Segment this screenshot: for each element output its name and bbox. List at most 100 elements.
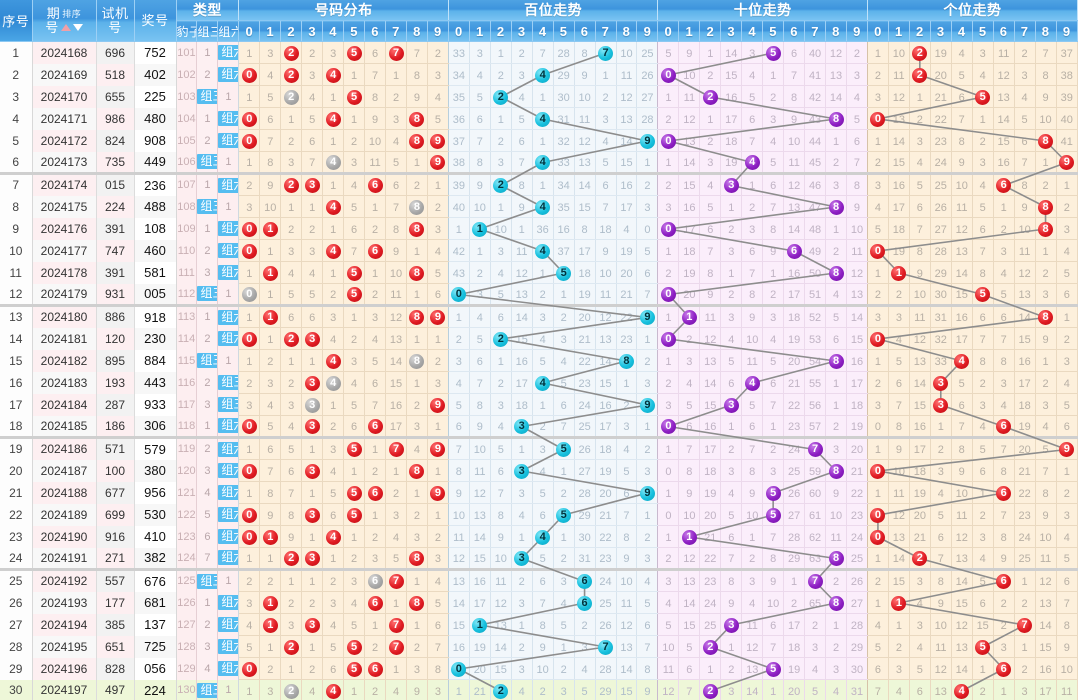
col-header-bai-5[interactable]: 5 [553, 20, 575, 42]
cell-bai-2: 8 [490, 503, 512, 526]
col-header-type-baozi[interactable]: 豹子 [176, 20, 198, 42]
table-row[interactable]: 120241686967521011组六13223567723331272887… [0, 41, 1078, 64]
table-row[interactable]: 1420241811202301142组六0123424131125215432… [0, 327, 1078, 350]
col-header-bai-8[interactable]: 8 [616, 20, 638, 42]
col-header-ge-4[interactable]: 4 [951, 20, 973, 42]
col-header-ge-6[interactable]: 6 [993, 20, 1015, 42]
table-row[interactable]: 220241695184021022组六04234171833442342991… [0, 63, 1078, 86]
col-header-shi-5[interactable]: 5 [762, 20, 785, 42]
table-row[interactable]: 2020241871003801203组六0763412181811634127… [0, 459, 1078, 482]
table-row[interactable]: 1820241851863061181组六0543266173169432725… [0, 415, 1078, 439]
col-header-seq[interactable]: 序号 [0, 0, 33, 42]
col-header-shi-9[interactable]: 9 [846, 20, 868, 42]
table-row[interactable]: 1720241842879331173组三3433157162958318162… [0, 393, 1078, 416]
table-row[interactable]: 1620241831934431162组三2323446151347217452… [0, 371, 1078, 394]
row-sequence: 16 [0, 371, 33, 394]
col-header-dist-9[interactable]: 9 [427, 20, 449, 42]
table-row[interactable]: 302024197497224130组三11324412493121242352… [0, 679, 1078, 700]
cell-bai-6: 13 [574, 151, 596, 175]
miss-count: 7 [371, 399, 379, 412]
table-row[interactable]: 62024173735449106组三118374311519388374331… [0, 151, 1078, 175]
col-header-dist-7[interactable]: 7 [385, 20, 407, 42]
col-header-shi-7[interactable]: 7 [804, 20, 827, 42]
col-header-shi-6[interactable]: 6 [783, 20, 806, 42]
col-header-shi-0[interactable]: 0 [657, 20, 680, 42]
col-header-shi-3[interactable]: 3 [720, 20, 743, 42]
cell-shi-1: 2 [678, 327, 701, 350]
col-header-ge-8[interactable]: 8 [1035, 20, 1057, 42]
table-row[interactable]: 2720241943851371272组六4133451716151131852… [0, 613, 1078, 636]
col-header-shi-2[interactable]: 2 [699, 20, 722, 42]
col-header-prize-number[interactable]: 奖号 [134, 0, 177, 42]
table-row[interactable]: 2320241909164101236组六0191412432111491413… [0, 525, 1078, 548]
cell-dist-4: 5 [322, 635, 345, 658]
cell-bai-6: 24 [574, 393, 596, 416]
table-row[interactable]: 122024179931005112组三10155252111603513211… [0, 283, 1078, 307]
drawn-ball-red: 4 [954, 683, 970, 699]
table-row[interactable]: 720241740152361071组六29231466213992813414… [0, 173, 1078, 196]
col-header-ge-1[interactable]: 1 [888, 20, 910, 42]
sort-ascending-icon[interactable] [60, 24, 71, 31]
cell-bai-7: 17 [595, 415, 617, 439]
col-header-bai-2[interactable]: 2 [490, 20, 512, 42]
miss-count: 2 [895, 289, 902, 301]
table-row[interactable]: 82024175224488108组三131011451782401019435… [0, 195, 1078, 218]
col-header-dist-3[interactable]: 3 [301, 20, 324, 42]
miss-count: 9 [686, 47, 693, 60]
col-header-ge-5[interactable]: 5 [972, 20, 994, 42]
table-row[interactable]: 152024182895884115组三11211435148236116542… [0, 349, 1078, 372]
table-row[interactable]: 520241728249081052组六07261210489377261321… [0, 129, 1078, 152]
col-header-type-zu3[interactable]: 组三 [196, 20, 219, 42]
col-header-bai-1[interactable]: 1 [469, 20, 491, 42]
table-row[interactable]: 2920241968280561294组六0212656138020153102… [0, 657, 1078, 680]
col-header-dist-8[interactable]: 8 [406, 20, 428, 42]
table-row[interactable]: 1120241783915811113组六1144151108543241215… [0, 261, 1078, 284]
cell-ge-5: 5 [972, 569, 994, 592]
table-row[interactable]: 2220241896995301225组六0983651321101384652… [0, 503, 1078, 526]
col-header-bai-4[interactable]: 4 [532, 20, 554, 42]
col-header-dist-0[interactable]: 0 [238, 20, 261, 42]
col-header-bai-3[interactable]: 3 [511, 20, 533, 42]
col-header-bai-7[interactable]: 7 [595, 20, 617, 42]
table-row[interactable]: 1020241777474601102组六0133476914421311437… [0, 239, 1078, 262]
col-header-test-number[interactable]: 试机 号 [96, 0, 135, 42]
col-header-bai-6[interactable]: 6 [574, 20, 596, 42]
cell-shi-1: 12 [678, 107, 701, 130]
col-header-shi-4[interactable]: 4 [741, 20, 764, 42]
table-row[interactable]: 1320241808869181131组六1166313128914614322… [0, 305, 1078, 328]
table-row[interactable]: 2820241956517251283组六5121552727161914291… [0, 635, 1078, 658]
table-row[interactable]: 32024170655225103组三115241582943552413010… [0, 85, 1078, 108]
row-prize-number: 306 [134, 415, 177, 439]
table-row[interactable]: 2620241931776811261组六3122346185141712374… [0, 591, 1078, 614]
miss-count: 22 [578, 355, 591, 368]
col-header-type-zu6[interactable]: 组六 [217, 20, 240, 42]
col-header-issue[interactable]: 期 排序 号 [32, 0, 97, 42]
col-header-dist-4[interactable]: 4 [322, 20, 345, 42]
col-header-dist-2[interactable]: 2 [280, 20, 303, 42]
col-header-shi-8[interactable]: 8 [825, 20, 847, 42]
col-header-dist-1[interactable]: 1 [259, 20, 282, 42]
cell-shi-7: 60 [804, 481, 827, 504]
table-row[interactable]: 420241719864801041组六06154193853661543111… [0, 107, 1078, 130]
col-header-bai-9[interactable]: 9 [636, 20, 659, 42]
sort-descending-icon[interactable] [72, 24, 83, 31]
col-header-ge-2[interactable]: 2 [909, 20, 931, 42]
col-header-shi-1[interactable]: 1 [678, 20, 701, 42]
miss-count: 7 [853, 157, 861, 169]
table-row[interactable]: 252024192557676125组三12211236714131611263… [0, 569, 1078, 592]
cell-ge-9: 9 [1056, 635, 1078, 658]
col-header-bai-0[interactable]: 0 [448, 20, 470, 42]
table-row[interactable]: 2120241886779561214组六1871556219912735228… [0, 481, 1078, 504]
col-header-dist-5[interactable]: 5 [343, 20, 366, 42]
cell-dist-4: 4 [322, 63, 345, 86]
col-header-ge-7[interactable]: 7 [1014, 20, 1036, 42]
col-header-ge-0[interactable]: 0 [867, 20, 889, 42]
col-header-ge-3[interactable]: 3 [930, 20, 952, 42]
table-row[interactable]: 1920241865715791192组六1651351749710513526… [0, 437, 1078, 460]
col-header-dist-6[interactable]: 6 [364, 20, 387, 42]
table-row[interactable]: 2420241912713821247组六1123123583121510352… [0, 547, 1078, 571]
miss-count: 40 [808, 47, 822, 60]
col-header-ge-9[interactable]: 9 [1056, 20, 1078, 42]
table-row[interactable]: 920241763911081091组六01221628831110136168… [0, 217, 1078, 240]
cell-dist-2: 3 [280, 393, 303, 416]
